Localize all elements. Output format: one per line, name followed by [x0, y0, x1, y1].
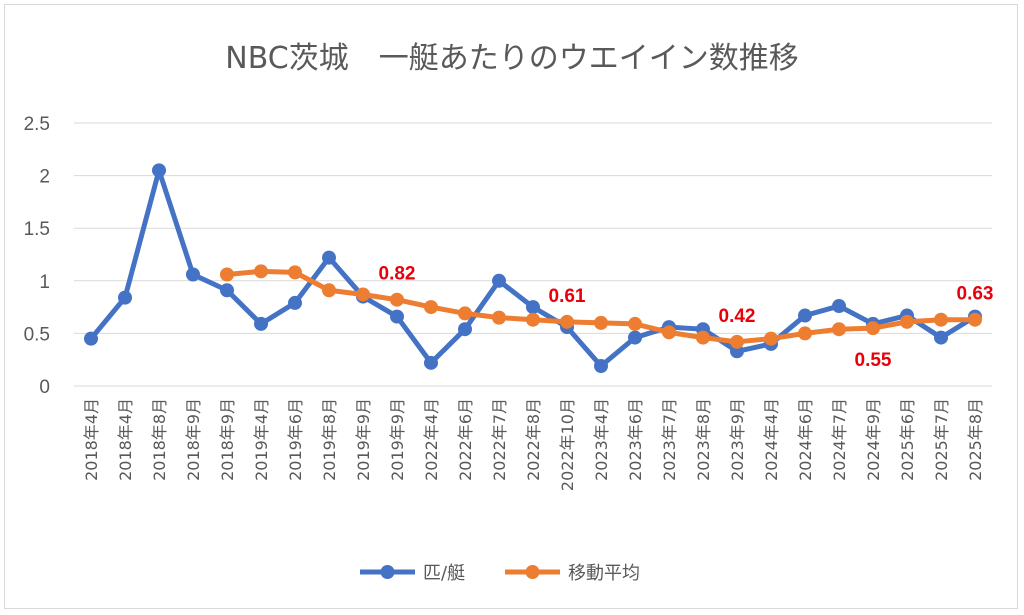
data-point — [424, 300, 438, 315]
chart-title: NBC茨城 一艇あたりのウエイイン数推移 — [225, 41, 798, 76]
data-point — [356, 287, 370, 302]
x-tick-label: 2018年9月 — [218, 398, 237, 481]
data-point — [628, 316, 642, 331]
data-point — [152, 163, 166, 178]
x-tick-label: 2018年4月 — [82, 398, 101, 481]
data-point — [832, 299, 846, 314]
y-axis-ticks: 0 0.5 1 1.5 2 2.5 — [24, 114, 50, 398]
data-point — [900, 314, 914, 329]
series-line — [88, 167, 978, 369]
x-tick-label: 2024年9月 — [864, 398, 883, 481]
data-point — [118, 290, 132, 305]
data-point — [934, 330, 948, 345]
data-point — [526, 312, 540, 327]
data-point — [322, 283, 336, 298]
data-point — [322, 250, 336, 265]
data-label: 0.63 — [957, 284, 994, 305]
legend-marker — [525, 565, 540, 579]
legend: 匹/艇 移動平均 — [360, 563, 640, 584]
series-2 — [220, 264, 982, 349]
y-tick-label: 0.5 — [24, 324, 50, 345]
data-label: 0.42 — [719, 306, 756, 327]
y-tick-label: 2 — [39, 167, 50, 188]
data-point — [492, 273, 506, 288]
legend-item: 移動平均 — [505, 563, 640, 584]
y-tick-label: 1.5 — [24, 219, 50, 240]
data-point — [662, 325, 676, 340]
legend-label: 匹/艇 — [423, 563, 465, 584]
data-point — [288, 295, 302, 310]
x-tick-label: 2024年7月 — [830, 398, 849, 481]
x-tick-label: 2019年9月 — [388, 398, 407, 481]
data-point — [526, 300, 540, 315]
data-point — [254, 316, 268, 331]
x-tick-label: 2023年6月 — [626, 398, 645, 481]
data-point — [458, 306, 472, 321]
data-annotations: 0.82 0.61 0.42 0.55 0.63 — [379, 264, 994, 371]
x-tick-label: 2025年8月 — [966, 398, 985, 481]
data-point — [628, 330, 642, 345]
data-point — [934, 312, 948, 327]
y-tick-label: 2.5 — [24, 114, 50, 135]
series-lines — [84, 163, 982, 374]
x-tick-label: 2018年8月 — [150, 398, 169, 481]
data-point — [798, 308, 812, 323]
legend-item: 匹/艇 — [360, 563, 465, 584]
x-tick-label: 2022年6月 — [456, 398, 475, 481]
data-point — [798, 326, 812, 341]
data-point — [424, 355, 438, 370]
data-point — [390, 309, 404, 324]
series-1 — [84, 163, 982, 374]
x-tick-label: 2024年6月 — [796, 398, 815, 481]
data-label: 0.61 — [549, 286, 586, 307]
x-tick-label: 2023年4月 — [592, 398, 611, 481]
x-tick-label: 2019年6月 — [286, 398, 305, 481]
x-tick-label: 2025年6月 — [898, 398, 917, 481]
data-point — [186, 267, 200, 282]
legend-label: 移動平均 — [568, 563, 640, 584]
x-tick-label: 2019年8月 — [320, 398, 339, 481]
x-tick-label: 2018年9月 — [184, 398, 203, 481]
x-tick-label: 2019年4月 — [252, 398, 271, 481]
y-tick-label: 1 — [39, 272, 50, 293]
x-axis-ticks: 2018年4月 2018年4月 2018年8月 2018年9月 2018年9月 2019年… — [82, 398, 985, 491]
data-point — [390, 292, 404, 307]
data-point — [832, 322, 846, 337]
x-tick-label: 2022年7月 — [490, 398, 509, 481]
x-tick-label: 2025年7月 — [932, 398, 951, 481]
x-tick-label: 2018年4月 — [116, 398, 135, 481]
data-point — [968, 312, 982, 327]
x-tick-label: 2023年9月 — [728, 398, 747, 481]
x-tick-label: 2023年7月 — [660, 398, 679, 481]
data-point — [866, 321, 880, 336]
data-point — [220, 267, 234, 282]
data-point — [764, 331, 778, 346]
data-point — [288, 265, 302, 280]
data-point — [730, 334, 744, 349]
data-point — [84, 331, 98, 346]
data-point — [560, 314, 574, 329]
gridlines — [74, 122, 992, 387]
x-tick-label: 2022年8月 — [524, 398, 543, 481]
legend-marker — [380, 565, 395, 579]
data-point — [458, 322, 472, 337]
data-label: 0.55 — [855, 350, 892, 371]
data-point — [594, 359, 608, 374]
data-point — [492, 310, 506, 325]
data-label: 0.82 — [379, 264, 416, 285]
series-line — [224, 268, 978, 345]
x-tick-label: 2023年8月 — [694, 398, 713, 481]
x-tick-label: 2019年9月 — [354, 398, 373, 481]
data-point — [220, 283, 234, 298]
x-tick-label: 2022年10月 — [558, 398, 577, 491]
data-point — [696, 330, 710, 345]
x-tick-label: 2022年4月 — [422, 398, 441, 481]
data-point — [254, 264, 268, 279]
data-point — [594, 315, 608, 330]
chart-frame — [4, 4, 1018, 609]
x-tick-label: 2024年4月 — [762, 398, 781, 481]
y-tick-label: 0 — [39, 377, 50, 398]
